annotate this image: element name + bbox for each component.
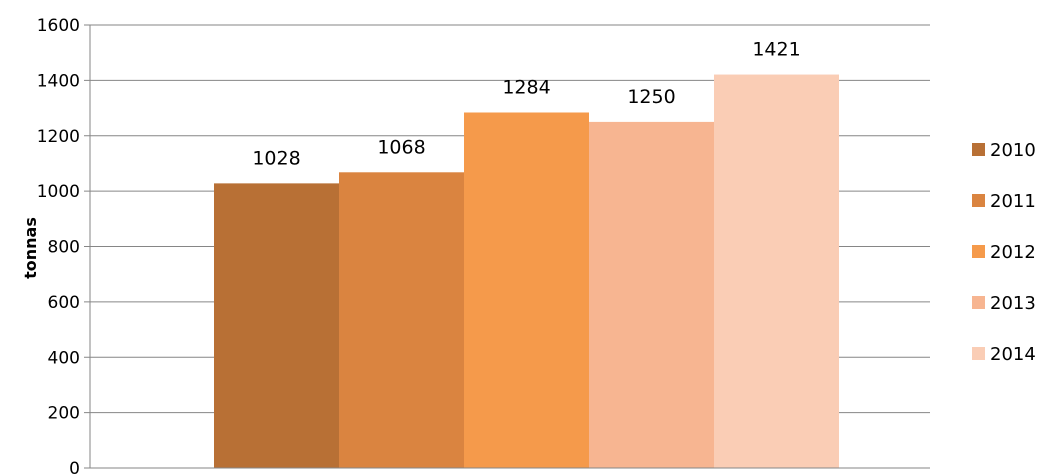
- axes: [89, 25, 930, 469]
- legend: 2010 2011 2012 2013 2014: [972, 140, 1036, 365]
- y-tick-label: 1200: [37, 127, 80, 147]
- y-tick-labels: 0 200 400 600 800 1000 1200 1400 1600: [37, 16, 80, 474]
- legend-label-2014: 2014: [990, 344, 1036, 365]
- y-tick-label: 800: [48, 238, 80, 258]
- bar-2011: [339, 172, 464, 469]
- y-tick-label: 1400: [37, 71, 80, 91]
- bar-2013: [589, 121, 714, 468]
- y-tick-label: 600: [48, 293, 80, 313]
- legend-label-2013: 2013: [990, 293, 1036, 314]
- y-tick-label: 400: [48, 348, 80, 368]
- legend-swatch-2011: [972, 194, 985, 207]
- legend-label-2010: 2010: [990, 140, 1036, 161]
- legend-swatch-2010: [972, 143, 985, 156]
- legend-label-2012: 2012: [990, 242, 1036, 263]
- value-label-2011: 1068: [377, 136, 425, 158]
- bars: [214, 74, 839, 469]
- bar-2010: [214, 183, 339, 468]
- y-axis-label: tonnas: [21, 217, 40, 279]
- y-tick-label: 200: [48, 404, 80, 424]
- legend-swatch-2014: [972, 347, 985, 360]
- legend-swatch-2012: [972, 245, 985, 258]
- y-tick-label: 1000: [37, 182, 80, 202]
- y-tick-label: 0: [69, 459, 80, 474]
- bar-2014: [714, 74, 839, 469]
- legend-swatch-2013: [972, 296, 985, 309]
- value-label-2010: 1028: [252, 147, 300, 169]
- value-label-2014: 1421: [752, 39, 800, 61]
- value-label-2012: 1284: [502, 76, 550, 98]
- legend-label-2011: 2011: [990, 191, 1036, 212]
- value-label-2013: 1250: [627, 86, 675, 108]
- bar-2012: [464, 112, 589, 469]
- y-tick-label: 1600: [37, 16, 80, 36]
- value-labels: 1028 1068 1284 1250 1421: [252, 39, 800, 170]
